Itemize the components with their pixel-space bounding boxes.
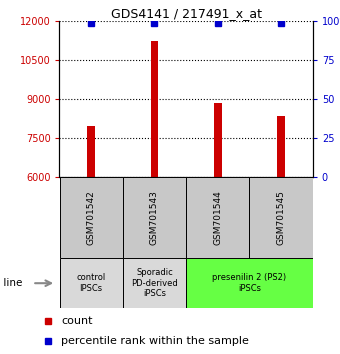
Text: GSM701545: GSM701545 [277, 190, 286, 245]
Text: cell line: cell line [0, 278, 22, 288]
Bar [214, 103, 222, 177]
Title: GDS4141 / 217491_x_at: GDS4141 / 217491_x_at [110, 7, 262, 20]
Bar [277, 116, 285, 177]
Text: percentile rank within the sample: percentile rank within the sample [62, 336, 249, 346]
Bar [151, 41, 158, 177]
Text: GSM701544: GSM701544 [213, 190, 222, 245]
Text: GSM701543: GSM701543 [150, 190, 159, 245]
Text: presenilin 2 (PS2)
iPSCs: presenilin 2 (PS2) iPSCs [212, 274, 287, 293]
Bar [186, 177, 250, 258]
Text: Sporadic
PD-derived
iPSCs: Sporadic PD-derived iPSCs [131, 268, 178, 298]
Bar [59, 258, 123, 308]
Bar [123, 258, 186, 308]
Bar [123, 177, 186, 258]
Bar [87, 126, 95, 177]
Bar [59, 177, 123, 258]
Bar [250, 177, 313, 258]
Text: count: count [62, 316, 93, 326]
Text: control
IPSCs: control IPSCs [76, 274, 106, 293]
Bar [186, 258, 313, 308]
Text: GSM701542: GSM701542 [87, 190, 96, 245]
